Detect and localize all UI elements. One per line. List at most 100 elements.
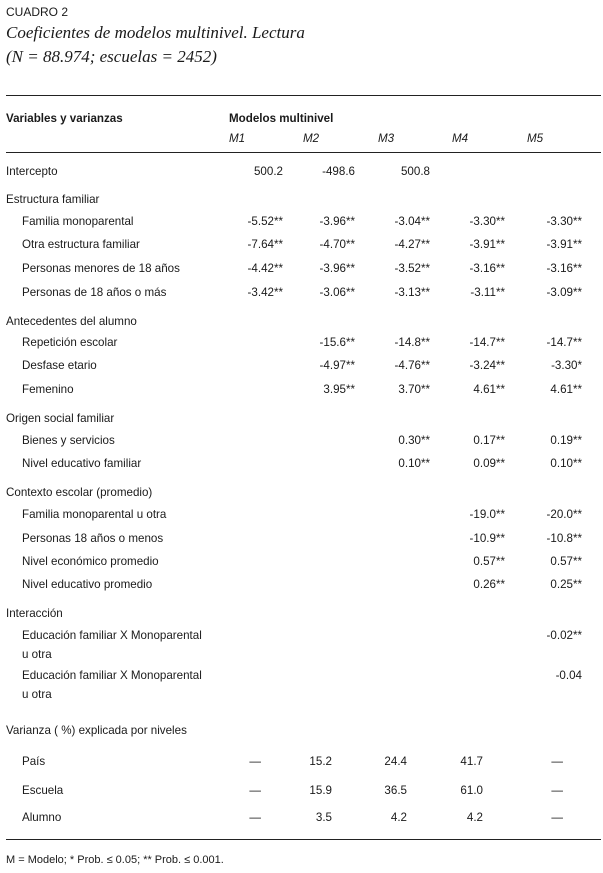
bottom-rule: [6, 839, 601, 840]
row-label: Personas de 18 años o más: [22, 286, 167, 299]
cell-m2: -3.96**: [319, 215, 355, 228]
header-m4: M4: [452, 132, 469, 145]
cell-m2: 3.95**: [323, 383, 355, 396]
header-rule: [6, 152, 601, 153]
cell-m1: -7.64**: [247, 238, 283, 251]
cell-m5: -3.09**: [546, 286, 582, 299]
cell-m5: -3.91**: [546, 238, 582, 251]
cell-m1: 500.2: [253, 165, 283, 178]
cell-m4: 4.2: [466, 811, 483, 824]
cell-m5: -3.30**: [546, 215, 582, 228]
cell-m4: -14.7**: [469, 336, 505, 349]
cell-m3: 36.5: [384, 784, 407, 797]
cell-m5: 0.19**: [550, 434, 582, 447]
section-heading: Origen social familiar: [6, 412, 115, 425]
header-m5: M5: [527, 132, 544, 145]
cell-m5: 0.57**: [550, 555, 582, 568]
row-label-continued: u otra: [22, 688, 52, 701]
row-label: Femenino: [22, 383, 74, 396]
cell-m1: -5.52**: [247, 215, 283, 228]
cell-m4: -3.24**: [469, 359, 505, 372]
cell-m3: -4.76**: [394, 359, 430, 372]
row-label: Familia monoparental u otra: [22, 508, 167, 521]
cell-m4: 0.17**: [473, 434, 505, 447]
cell-m3: 3.70**: [398, 383, 430, 396]
cell-m1: -3.42**: [247, 286, 283, 299]
header-models: Modelos multinivel: [229, 112, 334, 125]
row-label: Nivel educativo familiar: [22, 457, 142, 470]
row-label: Desfase etario: [22, 359, 97, 372]
cell-m3: 4.2: [390, 811, 407, 824]
section-heading: Estructura familiar: [6, 193, 100, 206]
cell-m4: 41.7: [460, 755, 483, 768]
cell-m4: -3.30**: [469, 215, 505, 228]
top-rule: [6, 95, 601, 96]
cell-m4: -10.9**: [469, 532, 505, 545]
cell-m4: -3.16**: [469, 262, 505, 275]
cell-m2: 15.9: [309, 784, 332, 797]
cell-m3: -4.27**: [394, 238, 430, 251]
row-label: Educación familiar X Monoparental: [22, 629, 202, 642]
table-title: Coeficientes de modelos multinivel. Lect…: [6, 23, 305, 42]
cell-m1: -4.42**: [247, 262, 283, 275]
row-label: Educación familiar X Monoparental: [22, 669, 202, 682]
cell-m2: -3.06**: [319, 286, 355, 299]
cell-m4: 4.61**: [473, 383, 505, 396]
table-footnote: M = Modelo; * Prob. ≤ 0.05; ** Prob. ≤ 0…: [6, 854, 224, 866]
section-heading: Interacción: [6, 607, 63, 620]
cell-m5: -3.30*: [551, 359, 582, 372]
cell-m3: 500.8: [400, 165, 430, 178]
row-label: Alumno: [22, 811, 62, 824]
cell-m5: 0.25**: [550, 578, 582, 591]
row-label: Escuela: [22, 784, 64, 797]
cell-m5: -14.7**: [546, 336, 582, 349]
cell-m3: 0.30**: [398, 434, 430, 447]
cell-m5: -0.02**: [546, 629, 582, 642]
cell-m3: -3.13**: [394, 286, 430, 299]
cell-m1: —: [249, 811, 261, 824]
row-label: Nivel económico promedio: [22, 555, 159, 568]
cell-m3: -3.52**: [394, 262, 430, 275]
cell-m4: 0.09**: [473, 457, 505, 470]
row-label: Nivel educativo promedio: [22, 578, 153, 591]
cell-m5: 4.61**: [550, 383, 582, 396]
header-variables: Variables y varianzas: [6, 112, 123, 125]
cell-m4: 0.26**: [473, 578, 505, 591]
row-label: Personas menores de 18 años: [22, 262, 180, 275]
row-label: Familia monoparental: [22, 215, 134, 228]
table-caption: CUADRO 2: [6, 5, 69, 19]
cell-m3: -14.8**: [394, 336, 430, 349]
cell-m5: -0.04: [555, 669, 582, 682]
row-label: Repetición escolar: [22, 336, 118, 349]
cell-m4: -3.91**: [469, 238, 505, 251]
cell-m3: 24.4: [384, 755, 407, 768]
table-subtitle: (N = 88.974; escuelas = 2452): [6, 47, 217, 66]
row-label: Bienes y servicios: [22, 434, 115, 447]
cell-m2: -3.96**: [319, 262, 355, 275]
cell-m5: -10.8**: [546, 532, 582, 545]
cell-m5: —: [551, 755, 563, 768]
cell-m4: -3.11**: [470, 286, 505, 299]
cell-m5: —: [551, 784, 563, 797]
section-heading: Varianza ( %) explicada por niveles: [6, 724, 187, 737]
cell-m3: 0.10**: [398, 457, 430, 470]
row-label-continued: u otra: [22, 648, 52, 661]
row-label: Personas 18 años o menos: [22, 532, 164, 545]
cell-m2: -15.6**: [319, 336, 355, 349]
section-heading: Contexto escolar (promedio): [6, 486, 153, 499]
cell-m4: 61.0: [460, 784, 483, 797]
row-label: Intercepto: [6, 165, 58, 178]
row-label: Otra estructura familiar: [22, 238, 140, 251]
section-heading: Antecedentes del alumno: [6, 315, 137, 328]
cell-m1: —: [249, 784, 261, 797]
cell-m1: —: [249, 755, 261, 768]
cell-m4: -19.0**: [469, 508, 505, 521]
cell-m2: -498.6: [322, 165, 355, 178]
cell-m2: 15.2: [309, 755, 332, 768]
cell-m4: 0.57**: [473, 555, 505, 568]
cell-m2: 3.5: [315, 811, 332, 824]
header-m2: M2: [303, 132, 320, 145]
cell-m2: -4.97**: [319, 359, 355, 372]
header-m3: M3: [378, 132, 395, 145]
